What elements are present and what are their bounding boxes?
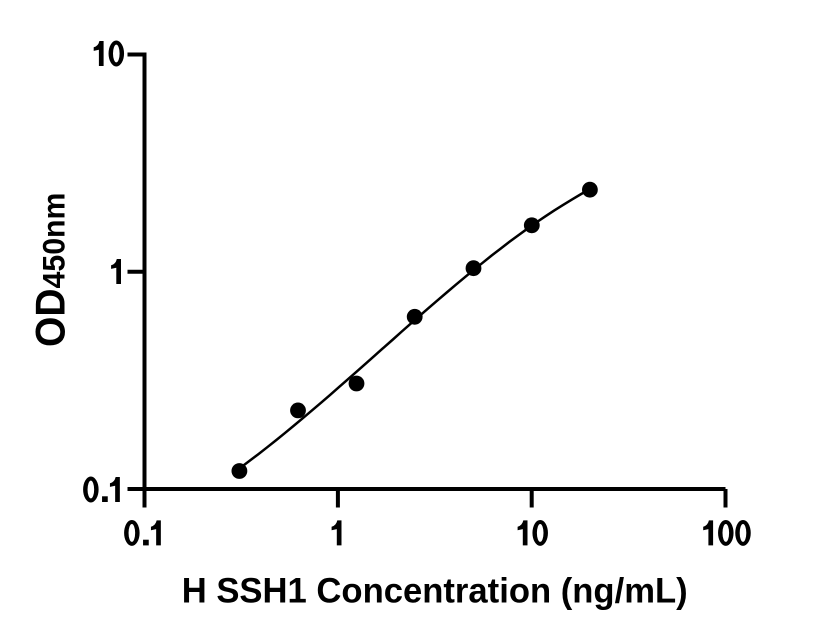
- svg-text:450nm: 450nm: [36, 193, 72, 289]
- svg-text:H SSH1 Concentration (ng/mL): H SSH1 Concentration (ng/mL): [182, 571, 688, 610]
- svg-text:OD: OD: [27, 289, 74, 348]
